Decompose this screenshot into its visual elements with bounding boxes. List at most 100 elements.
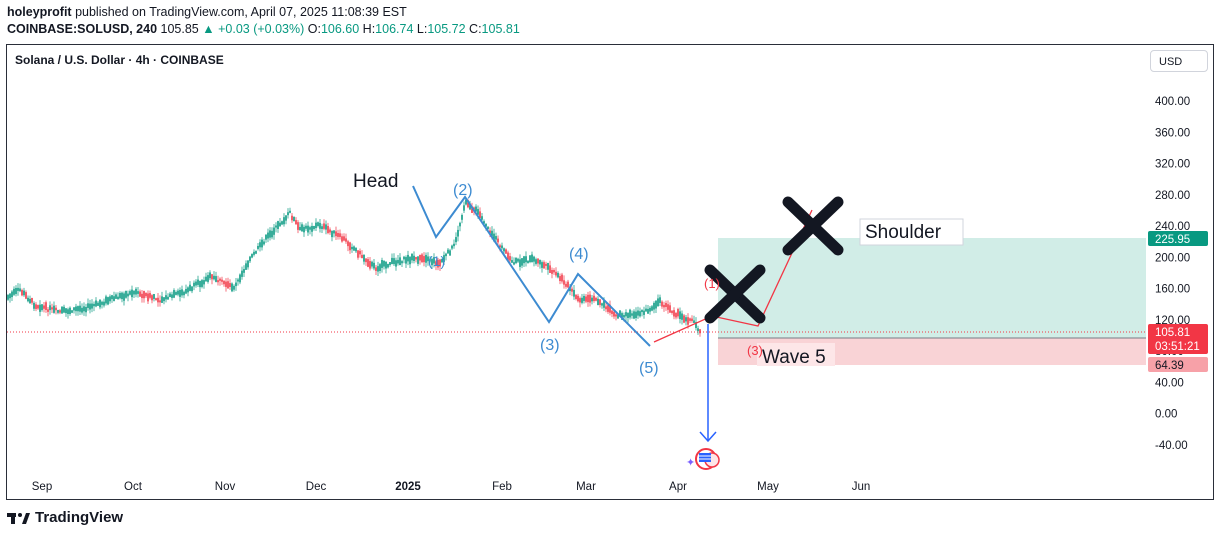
candle-body — [385, 261, 387, 269]
target-price-text: 225.95 — [1155, 234, 1190, 246]
candle-body — [495, 236, 497, 240]
footer-brand: TradingView — [35, 509, 124, 526]
candle-body — [165, 295, 167, 300]
time-tick-label: Nov — [215, 481, 236, 493]
candle-body — [573, 289, 575, 297]
tradingview-logo[interactable]: TradingView — [7, 509, 123, 526]
candle-body — [265, 234, 267, 240]
candle-body — [581, 297, 583, 303]
candle-body — [575, 294, 577, 299]
candle-body — [203, 280, 205, 285]
last-price: 105.85 — [160, 22, 199, 36]
high-value: 106.74 — [375, 22, 414, 36]
candle-body — [25, 292, 27, 299]
candle-body — [653, 302, 655, 310]
projection-polyline[interactable] — [653, 209, 813, 343]
candle-body — [477, 209, 479, 215]
candle-body — [135, 288, 137, 295]
target-zone[interactable] — [718, 238, 1146, 338]
candle-body — [583, 295, 585, 301]
candle-body — [161, 296, 163, 303]
candle-body — [37, 305, 39, 309]
candle-body — [533, 256, 535, 262]
candle-body — [143, 291, 145, 299]
candle-body — [99, 299, 101, 308]
time-tick-label: Oct — [124, 481, 143, 493]
time-axis[interactable]: Sep Oct Nov Dec 2025 Feb Mar Apr May Jun — [32, 481, 871, 493]
proj-1-label[interactable]: (1) — [704, 276, 720, 291]
candle-body — [627, 312, 629, 318]
candle-body — [599, 299, 601, 305]
wave-1-label[interactable]: (1) — [428, 253, 445, 269]
candle-body — [29, 298, 31, 304]
candle-body — [155, 298, 157, 301]
candle-body — [441, 258, 443, 263]
candle-body — [607, 305, 609, 312]
candle-body — [601, 303, 603, 306]
candle-body — [55, 307, 57, 311]
candle-body — [57, 309, 59, 313]
candle-body — [603, 300, 605, 308]
shoulder-label[interactable]: Shoulder — [865, 222, 942, 243]
candle-body — [399, 257, 401, 266]
wave-4-label[interactable]: (4) — [569, 246, 589, 263]
candle-body — [469, 203, 471, 210]
candle-body — [411, 253, 413, 261]
change-arrow-icon: ▲ — [202, 22, 215, 36]
candle-body — [141, 293, 143, 299]
candle-body — [149, 293, 151, 298]
candle-body — [79, 305, 81, 312]
wave5-label[interactable]: Wave 5 — [762, 347, 826, 368]
proj-3-label[interactable]: (3) — [747, 343, 763, 358]
candle-body — [311, 225, 313, 232]
candle-body — [615, 314, 617, 317]
price-axis[interactable]: 400.00 360.00 320.00 280.00 240.00 200.00 160.… — [1155, 96, 1190, 452]
candle-body — [49, 305, 51, 311]
wave-polyline[interactable] — [412, 185, 651, 347]
wave-5-label[interactable]: (5) — [639, 360, 659, 377]
candle-body — [267, 232, 269, 239]
open-label: O: — [307, 22, 321, 36]
candle-body — [667, 304, 669, 310]
candle-body — [579, 298, 581, 303]
x-mark-icon — [782, 196, 844, 256]
publisher-name[interactable]: holeyprofit — [7, 5, 72, 19]
candle-body — [647, 308, 649, 314]
candle-body — [129, 291, 131, 295]
chart-frame[interactable] — [6, 44, 1214, 500]
candle-body — [273, 227, 275, 235]
candle-body — [341, 236, 343, 242]
candle-body — [363, 254, 365, 262]
candle-body — [507, 252, 509, 261]
candle-body — [623, 315, 625, 318]
currency-button[interactable]: USD — [1150, 50, 1208, 72]
candle-body — [67, 309, 69, 314]
candle-body — [665, 302, 667, 308]
candle-body — [557, 272, 559, 278]
candle-body — [45, 302, 47, 310]
candle-body — [523, 256, 525, 264]
candle-body — [239, 274, 241, 283]
candle-body — [589, 294, 591, 303]
event-flag-icon[interactable]: ✦ — [686, 448, 720, 470]
price-tick-label: 200.00 — [1155, 252, 1190, 264]
candle-body — [125, 290, 127, 298]
wave-2-label[interactable]: (2) — [453, 182, 473, 199]
candle-body — [313, 225, 315, 230]
candle-body — [221, 279, 223, 282]
candle-body — [645, 308, 647, 312]
candle-body — [345, 238, 347, 242]
head-label[interactable]: Head — [353, 171, 398, 192]
candle-body — [231, 283, 233, 292]
price-tick-label: 0.00 — [1155, 409, 1177, 421]
candle-body — [689, 318, 691, 321]
wave-3-label[interactable]: (3) — [540, 337, 560, 354]
candle-body — [629, 309, 631, 318]
candle-body — [355, 247, 357, 252]
candle-body — [327, 226, 329, 233]
candle-body — [9, 293, 11, 299]
candle-body — [305, 225, 307, 229]
stop-price-text: 64.39 — [1155, 360, 1184, 372]
candle-body — [347, 241, 349, 247]
